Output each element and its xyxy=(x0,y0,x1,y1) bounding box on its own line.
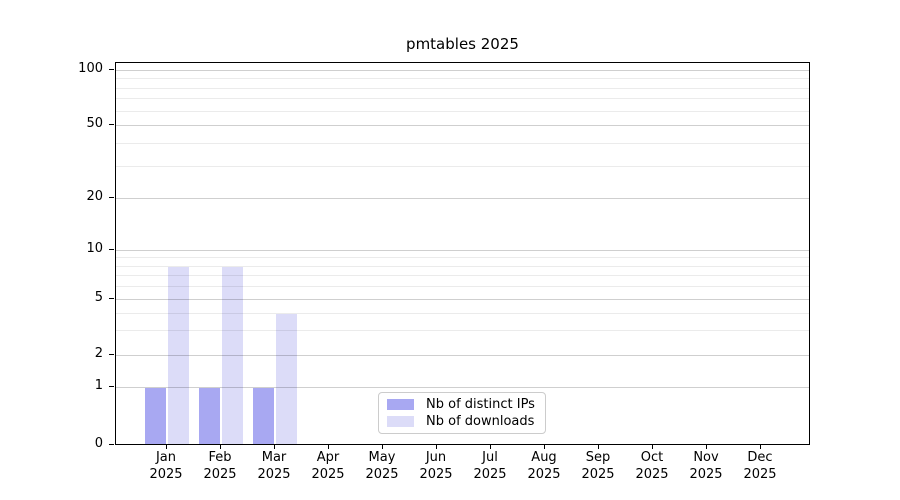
major-gridline xyxy=(116,299,809,300)
x-axis-tick-label: Aug 2025 xyxy=(527,450,561,482)
bar-downloads xyxy=(222,266,243,444)
bar-distinct-ips xyxy=(145,388,166,444)
y-axis-tick-label: 1 xyxy=(94,378,103,393)
x-axis-tick-mark xyxy=(382,445,383,449)
legend-label-downloads: Nb of downloads xyxy=(426,414,535,429)
major-gridline xyxy=(116,70,809,71)
x-axis-tick-mark xyxy=(220,445,221,449)
legend-swatch-distinct-ips xyxy=(387,399,414,410)
x-axis-tick-mark xyxy=(652,445,653,449)
x-axis-tick-label: Feb 2025 xyxy=(203,450,237,482)
minor-gridline xyxy=(116,78,809,80)
y-axis-tick-label: 50 xyxy=(86,116,103,131)
minor-gridline xyxy=(116,312,809,314)
x-axis-tick-mark xyxy=(544,445,545,449)
bar-downloads xyxy=(276,313,297,444)
minor-gridline xyxy=(116,257,809,259)
bar-downloads xyxy=(168,266,189,444)
plot-area xyxy=(115,62,810,445)
x-axis-tick-mark xyxy=(706,445,707,449)
x-axis-tick-mark xyxy=(490,445,491,449)
bar-distinct-ips xyxy=(199,388,220,444)
legend-item-downloads: Nb of downloads xyxy=(379,413,545,430)
y-axis-tick-label: 20 xyxy=(86,189,103,204)
x-axis-tick-label: Oct 2025 xyxy=(635,450,669,482)
minor-gridline xyxy=(116,98,809,100)
major-gridline xyxy=(116,198,809,199)
y-axis-tick-mark xyxy=(109,298,114,299)
x-axis-tick-label: Mar 2025 xyxy=(257,450,291,482)
y-axis-tick-label: 0 xyxy=(94,436,103,451)
y-axis-tick-label: 100 xyxy=(78,61,103,76)
x-axis-tick-mark xyxy=(760,445,761,449)
x-axis-tick-label: Jul 2025 xyxy=(473,450,507,482)
minor-gridline xyxy=(116,286,809,288)
x-axis-tick-mark xyxy=(436,445,437,449)
x-axis-tick-mark xyxy=(274,445,275,449)
x-axis-tick-label: Dec 2025 xyxy=(743,450,777,482)
y-axis-tick-mark xyxy=(109,386,114,387)
x-axis-tick-label: Jan 2025 xyxy=(149,450,183,482)
minor-gridline xyxy=(116,275,809,277)
x-axis-tick-mark xyxy=(598,445,599,449)
minor-gridline xyxy=(116,110,809,112)
y-axis-tick-label: 2 xyxy=(94,346,103,361)
grid-layer xyxy=(116,63,809,444)
x-axis-tick-mark xyxy=(166,445,167,449)
x-axis-tick-label: Nov 2025 xyxy=(689,450,723,482)
legend-item-distinct-ips: Nb of distinct IPs xyxy=(379,396,545,413)
chart-title: pmtables 2025 xyxy=(406,35,519,53)
major-gridline xyxy=(116,250,809,251)
minor-gridline xyxy=(116,330,809,332)
legend-label-distinct-ips: Nb of distinct IPs xyxy=(426,397,535,412)
y-axis-tick-mark xyxy=(109,444,114,445)
minor-gridline xyxy=(116,165,809,167)
y-axis-tick-mark xyxy=(109,69,114,70)
bars-layer xyxy=(116,63,809,444)
major-gridline xyxy=(116,125,809,126)
legend: Nb of distinct IPs Nb of downloads xyxy=(378,392,546,434)
y-axis-tick-mark xyxy=(109,197,114,198)
y-axis-tick-label: 5 xyxy=(94,290,103,305)
major-gridline xyxy=(116,387,809,388)
minor-gridline xyxy=(116,142,809,144)
x-axis-tick-label: Sep 2025 xyxy=(581,450,615,482)
minor-gridline xyxy=(116,87,809,89)
x-axis-tick-label: May 2025 xyxy=(365,450,399,482)
legend-swatch-downloads xyxy=(387,416,414,427)
x-axis-tick-mark xyxy=(328,445,329,449)
bar-distinct-ips xyxy=(253,388,274,444)
major-gridline xyxy=(116,355,809,356)
x-axis-tick-label: Jun 2025 xyxy=(419,450,453,482)
y-axis-tick-mark xyxy=(109,249,114,250)
y-axis-tick-mark xyxy=(109,124,114,125)
y-axis-tick-label: 10 xyxy=(86,241,103,256)
y-axis-tick-mark xyxy=(109,354,114,355)
x-axis-tick-label: Apr 2025 xyxy=(311,450,345,482)
minor-gridline xyxy=(116,265,809,267)
